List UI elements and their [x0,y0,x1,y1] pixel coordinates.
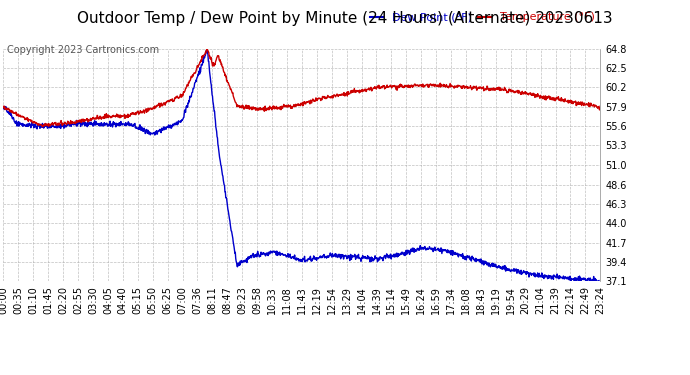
Legend: Dew Point (°F), Temperature (°F): Dew Point (°F), Temperature (°F) [366,8,599,27]
Text: Outdoor Temp / Dew Point by Minute (24 Hours) (Alternate) 20230613: Outdoor Temp / Dew Point by Minute (24 H… [77,11,613,26]
Text: Copyright 2023 Cartronics.com: Copyright 2023 Cartronics.com [7,45,159,55]
